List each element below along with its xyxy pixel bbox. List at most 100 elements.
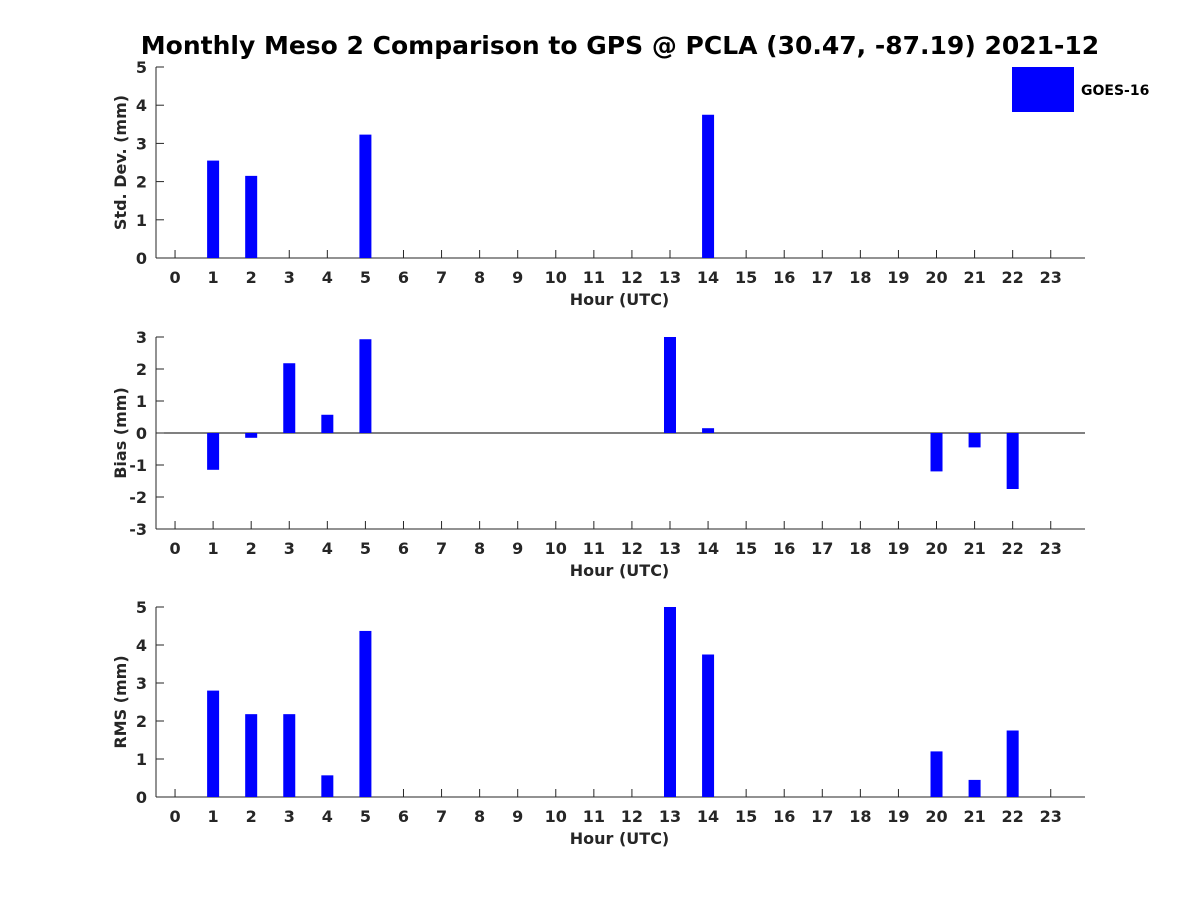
bar — [663, 607, 676, 797]
x-tick-label: 20 — [925, 807, 947, 826]
x-axis-label: Hour (UTC) — [570, 829, 670, 848]
x-tick-label: 19 — [887, 539, 909, 558]
legend-swatch — [1012, 67, 1074, 112]
x-tick-label: 19 — [887, 268, 909, 287]
x-tick-label: 4 — [322, 807, 333, 826]
y-axis-label: Bias (mm) — [111, 387, 130, 479]
x-tick-label: 6 — [398, 268, 409, 287]
bar — [702, 428, 715, 433]
x-tick-label: 12 — [621, 268, 643, 287]
x-tick-label: 11 — [583, 539, 605, 558]
y-tick-label: 0 — [136, 249, 147, 268]
x-tick-label: 18 — [849, 539, 871, 558]
x-tick-label: 7 — [436, 268, 447, 287]
x-tick-label: 1 — [208, 268, 219, 287]
bar — [702, 654, 715, 797]
x-tick-label: 0 — [169, 807, 180, 826]
x-tick-label: 9 — [512, 539, 523, 558]
bar — [930, 751, 943, 797]
x-tick-label: 3 — [284, 807, 295, 826]
x-tick-label: 2 — [246, 268, 257, 287]
y-tick-label: 3 — [136, 134, 147, 153]
x-tick-label: 20 — [925, 539, 947, 558]
y-tick-label: -3 — [129, 520, 147, 539]
bar — [207, 690, 220, 797]
x-tick-label: 12 — [621, 539, 643, 558]
x-tick-label: 23 — [1040, 539, 1062, 558]
x-tick-label: 15 — [735, 539, 757, 558]
bar — [359, 630, 372, 797]
bar — [930, 433, 943, 472]
x-tick-label: 22 — [1002, 539, 1024, 558]
y-tick-label: 0 — [136, 788, 147, 807]
y-tick-label: 2 — [136, 360, 147, 379]
bar — [321, 775, 334, 797]
bar — [968, 779, 981, 797]
x-tick-label: 21 — [963, 807, 985, 826]
x-tick-label: 0 — [169, 539, 180, 558]
x-tick-label: 22 — [1002, 807, 1024, 826]
y-tick-label: 1 — [136, 392, 147, 411]
y-tick-label: 3 — [136, 328, 147, 347]
x-tick-label: 7 — [436, 539, 447, 558]
x-tick-label: 9 — [512, 807, 523, 826]
legend: GOES-16 — [1012, 67, 1149, 112]
x-tick-label: 2 — [246, 539, 257, 558]
x-tick-label: 15 — [735, 807, 757, 826]
x-tick-label: 3 — [284, 539, 295, 558]
y-tick-label: 2 — [136, 712, 147, 731]
x-tick-label: 14 — [697, 268, 719, 287]
y-axis-label: Std. Dev. (mm) — [111, 95, 130, 230]
x-tick-label: 5 — [360, 268, 371, 287]
x-tick-label: 14 — [697, 807, 719, 826]
bar — [245, 175, 258, 258]
x-tick-label: 13 — [659, 268, 681, 287]
y-tick-label: 5 — [136, 598, 147, 617]
x-tick-label: 16 — [773, 539, 795, 558]
x-tick-label: 0 — [169, 268, 180, 287]
x-tick-label: 11 — [583, 807, 605, 826]
x-tick-label: 10 — [545, 807, 567, 826]
y-tick-label: 1 — [136, 750, 147, 769]
x-tick-label: 2 — [246, 807, 257, 826]
y-tick-label: 2 — [136, 173, 147, 192]
x-tick-label: 8 — [474, 268, 485, 287]
x-tick-label: 15 — [735, 268, 757, 287]
y-tick-label: 0 — [136, 424, 147, 443]
x-tick-label: 23 — [1040, 268, 1062, 287]
legend-label-goes-16: GOES-16 — [1081, 83, 1149, 99]
x-tick-label: 5 — [360, 807, 371, 826]
x-tick-label: 1 — [208, 807, 219, 826]
x-tick-label: 17 — [811, 268, 833, 287]
x-tick-label: 18 — [849, 807, 871, 826]
x-tick-label: 3 — [284, 268, 295, 287]
x-tick-label: 4 — [322, 539, 333, 558]
x-tick-label: 17 — [811, 539, 833, 558]
x-tick-label: 23 — [1040, 807, 1062, 826]
x-tick-label: 4 — [322, 268, 333, 287]
x-tick-label: 9 — [512, 268, 523, 287]
bar — [283, 714, 296, 797]
x-tick-label: 1 — [208, 539, 219, 558]
x-tick-label: 8 — [474, 807, 485, 826]
y-tick-label: 1 — [136, 211, 147, 230]
y-tick-label: -2 — [129, 488, 147, 507]
x-tick-label: 5 — [360, 539, 371, 558]
bar — [207, 160, 220, 258]
x-tick-label: 16 — [773, 807, 795, 826]
x-tick-label: 21 — [963, 539, 985, 558]
x-axis-label: Hour (UTC) — [570, 290, 670, 309]
bar — [702, 114, 715, 258]
chart-title: Monthly Meso 2 Comparison to GPS @ PCLA … — [141, 31, 1099, 60]
x-tick-label: 13 — [659, 539, 681, 558]
x-tick-label: 10 — [545, 539, 567, 558]
bar — [1006, 433, 1019, 489]
x-tick-label: 14 — [697, 539, 719, 558]
bar — [245, 714, 258, 797]
y-tick-label: 4 — [136, 636, 147, 655]
